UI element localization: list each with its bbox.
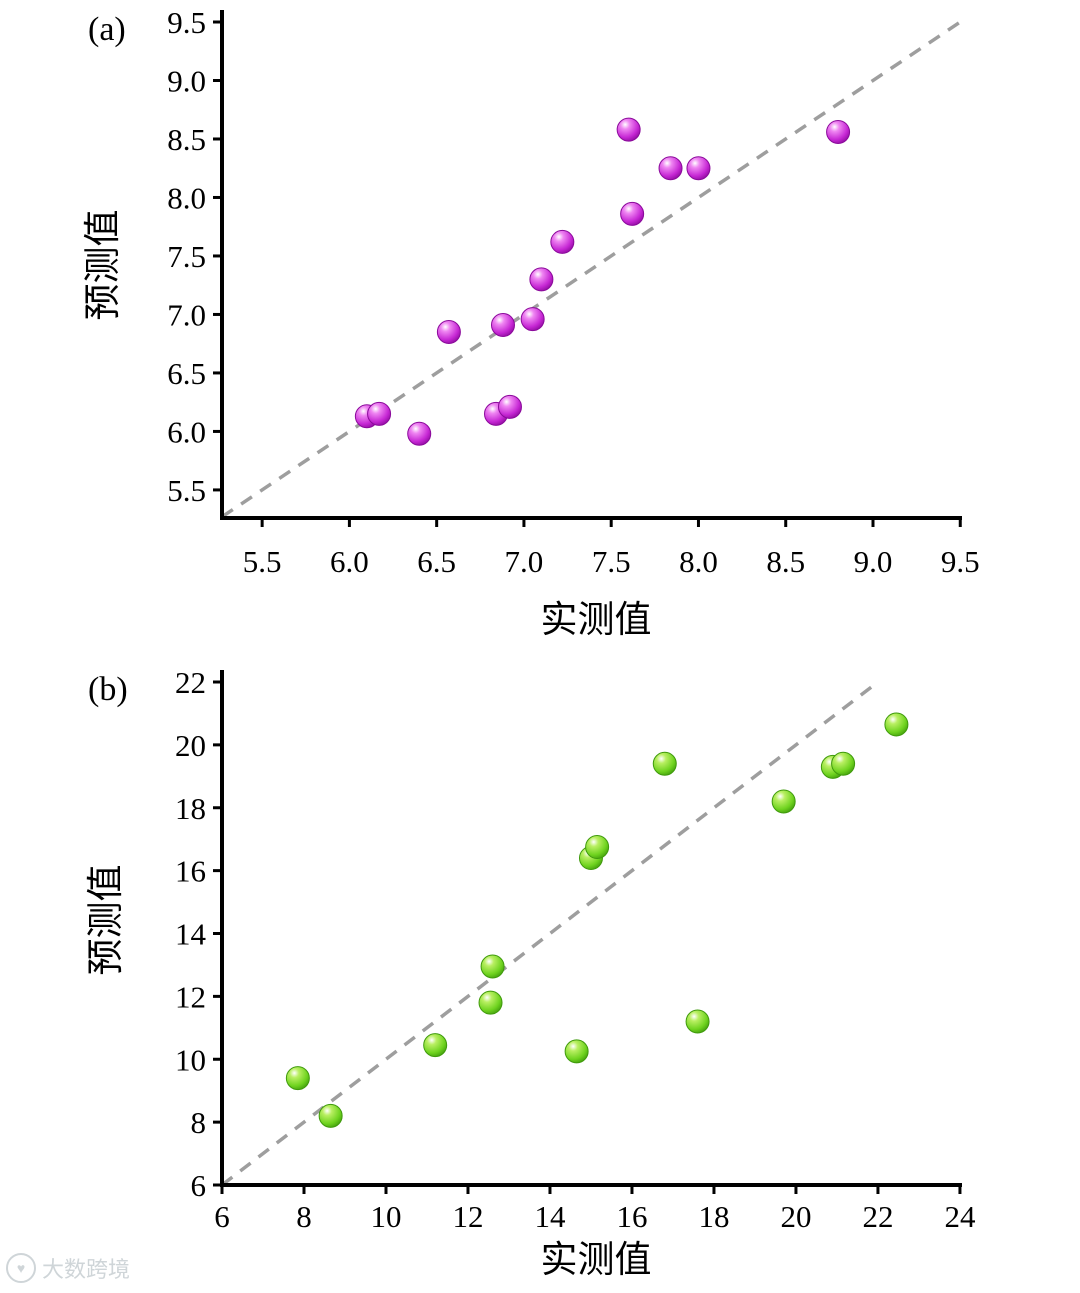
data-point (497, 394, 522, 419)
y-tick-label: 10 (175, 1042, 206, 1077)
data-point (685, 1009, 710, 1034)
x-tick-label: 6 (214, 1199, 230, 1234)
y-tick-label: 6.0 (167, 414, 206, 449)
y-tick-label: 9.0 (167, 63, 206, 98)
y-tick-label: 5.5 (167, 473, 206, 508)
data-point (285, 1066, 310, 1091)
data-point (585, 835, 610, 860)
y-axis-title-a: 预测值 (83, 210, 124, 321)
y-tick-label: 9.5 (167, 5, 206, 40)
data-point (620, 201, 645, 226)
y-axis-title-b: 预测值 (86, 865, 127, 976)
data-point (367, 401, 392, 426)
data-point (658, 156, 683, 181)
x-tick-label: 8.5 (766, 544, 805, 579)
data-point (831, 751, 856, 776)
data-point (490, 312, 515, 337)
data-point (686, 156, 711, 181)
panel-label-a: (a) (88, 11, 126, 48)
plot-area-b: 6 8 10 12 14 16 18 20 22 24 6 8 10 12 14 16 18 20 22 (175, 665, 976, 1234)
data-point (423, 1033, 448, 1058)
x-tick-label: 9.0 (854, 544, 893, 579)
x-tick-label: 9.5 (941, 544, 980, 579)
scatter-chart-a: (a) 预测值 实测值 5.5 6.0 6.5 7.0 7.5 8.0 8.5 9.0 9.55… (83, 5, 980, 641)
x-tick-label: 16 (616, 1199, 647, 1234)
x-axis-title-a: 实测值 (541, 599, 652, 641)
data-point (652, 751, 677, 776)
x-tick-label: 14 (534, 1199, 566, 1234)
watermark-logo-icon: ♥ (6, 1253, 36, 1283)
watermark: ♥ 大数跨境 (6, 1252, 130, 1284)
x-tick-label: 6.0 (330, 544, 369, 579)
axis-line (220, 10, 962, 520)
x-tick-label: 6.5 (417, 544, 456, 579)
x-tick-label: 20 (780, 1199, 811, 1234)
x-axis-title-b: 实测值 (541, 1239, 652, 1281)
data-point (771, 789, 796, 814)
x-tick-label: 8 (296, 1199, 312, 1234)
x-tick-label: 7.5 (592, 544, 631, 579)
x-tick-label: 18 (698, 1199, 729, 1234)
x-tick-label: 7.0 (505, 544, 544, 579)
data-point (826, 119, 851, 144)
y-tick-label: 14 (175, 917, 207, 952)
data-point (564, 1039, 589, 1064)
data-point (884, 712, 909, 737)
y-tick-label: 7.0 (167, 297, 206, 332)
y-tick-label: 8.0 (167, 180, 206, 215)
y-tick-label: 20 (175, 728, 206, 763)
panel-label-b: (b) (88, 671, 128, 708)
x-tick-label: 12 (452, 1199, 483, 1234)
identity-line (221, 20, 962, 519)
scatter-chart-b: (b) 预测值 实测值 6 8 10 12 14 16 18 20 22 24 6 8 10 12 14 16… (86, 665, 976, 1281)
data-point (550, 229, 575, 254)
data-point (480, 954, 505, 979)
data-point (478, 990, 503, 1015)
data-point (529, 267, 554, 292)
y-tick-label: 8 (191, 1105, 207, 1140)
y-tick-label: 6.5 (167, 356, 206, 391)
y-tick-label: 12 (175, 979, 206, 1014)
y-tick-label: 18 (175, 791, 206, 826)
x-tick-label: 22 (862, 1199, 893, 1234)
x-tick-label: 8.0 (679, 544, 718, 579)
data-point (407, 421, 432, 446)
y-tick-label: 8.5 (167, 122, 206, 157)
y-tick-label: 16 (175, 854, 206, 889)
watermark-text: 大数跨境 (42, 1257, 131, 1282)
y-tick-label: 6 (191, 1168, 207, 1203)
x-tick-label: 24 (944, 1199, 976, 1234)
y-tick-label: 7.5 (167, 239, 206, 274)
data-point (318, 1103, 343, 1128)
x-tick-label: 10 (370, 1199, 401, 1234)
data-point (616, 117, 641, 142)
x-tick-label: 5.5 (243, 544, 282, 579)
y-tick-label: 22 (175, 665, 206, 700)
data-point (520, 307, 545, 332)
data-point (436, 320, 461, 344)
plot-area-a: 5.5 6.0 6.5 7.0 7.5 8.0 8.5 9.0 9.5 5.5 6.0 6.5 7.0 7… (167, 5, 979, 579)
identity-line (220, 680, 880, 1187)
